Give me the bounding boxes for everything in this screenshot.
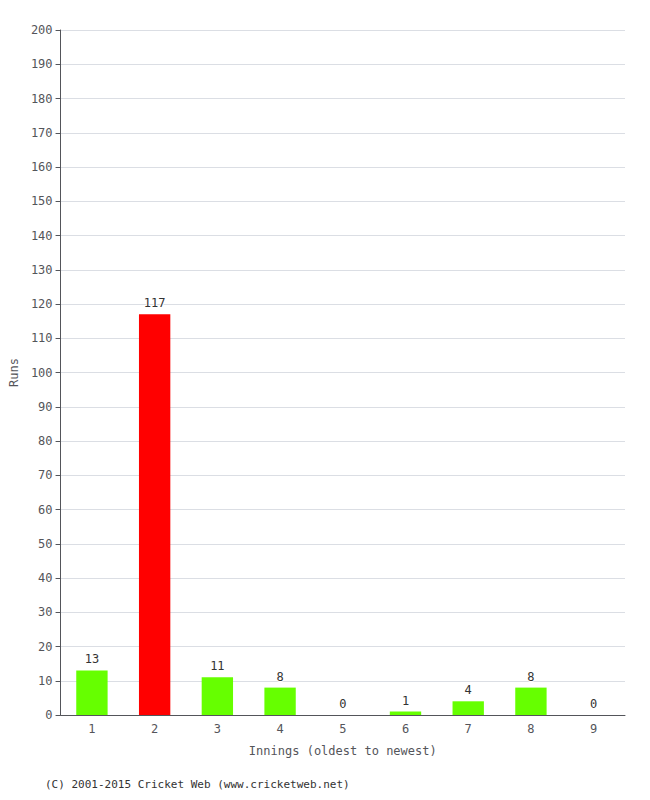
svg-text:30: 30 (38, 605, 52, 619)
svg-text:70: 70 (38, 468, 52, 482)
svg-text:150: 150 (31, 194, 53, 208)
svg-text:100: 100 (31, 366, 53, 380)
svg-text:4: 4 (276, 722, 283, 736)
svg-text:130: 130 (31, 263, 53, 277)
svg-text:90: 90 (38, 400, 52, 414)
svg-text:8: 8 (527, 670, 534, 684)
svg-text:0: 0 (339, 697, 346, 711)
svg-text:6: 6 (402, 722, 409, 736)
svg-text:50: 50 (38, 537, 52, 551)
svg-text:10: 10 (38, 674, 52, 688)
svg-text:200: 200 (31, 23, 53, 37)
svg-text:1: 1 (88, 722, 95, 736)
svg-text:190: 190 (31, 57, 53, 71)
svg-text:160: 160 (31, 160, 53, 174)
svg-text:13: 13 (85, 652, 99, 666)
svg-text:7: 7 (465, 722, 472, 736)
svg-text:3: 3 (214, 722, 221, 736)
svg-text:140: 140 (31, 229, 53, 243)
svg-text:20: 20 (38, 640, 52, 654)
svg-text:60: 60 (38, 503, 52, 517)
svg-text:4: 4 (465, 683, 472, 697)
svg-text:117: 117 (144, 296, 166, 310)
svg-text:1: 1 (402, 694, 409, 708)
svg-text:40: 40 (38, 571, 52, 585)
svg-text:80: 80 (38, 434, 52, 448)
svg-text:8: 8 (527, 722, 534, 736)
svg-text:120: 120 (31, 297, 53, 311)
svg-text:Innings (oldest to newest): Innings (oldest to newest) (249, 744, 437, 758)
svg-text:110: 110 (31, 331, 53, 345)
svg-text:9: 9 (590, 722, 597, 736)
svg-text:180: 180 (31, 92, 53, 106)
svg-text:5: 5 (339, 722, 346, 736)
svg-text:0: 0 (45, 708, 52, 722)
svg-text:170: 170 (31, 126, 53, 140)
svg-text:2: 2 (151, 722, 158, 736)
svg-text:8: 8 (276, 670, 283, 684)
svg-text:11: 11 (210, 659, 224, 673)
svg-text:0: 0 (590, 697, 597, 711)
svg-text:Runs: Runs (7, 358, 21, 387)
svg-text:(C) 2001-2015 Cricket Web (www: (C) 2001-2015 Cricket Web (www.cricketwe… (45, 778, 350, 791)
